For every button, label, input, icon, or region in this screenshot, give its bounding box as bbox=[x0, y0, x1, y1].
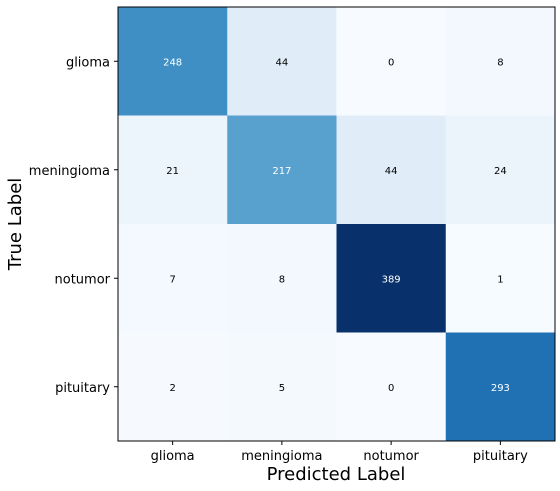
cell-value-label: 293 bbox=[491, 383, 510, 394]
heatmap-cell bbox=[336, 224, 447, 333]
y-tick-label: glioma bbox=[66, 55, 110, 70]
cell-value-label: 8 bbox=[497, 57, 503, 68]
cell-value-label: 44 bbox=[385, 166, 398, 177]
cell-value-label: 0 bbox=[388, 57, 394, 68]
y-axis-title: True Label bbox=[5, 178, 26, 272]
heatmap-cell bbox=[118, 115, 228, 225]
cell-value-label: 8 bbox=[279, 274, 285, 285]
cell-value-label: 44 bbox=[276, 57, 289, 68]
heatmap-cells: 248 44 0 8 21 217 44 24 7 8 389 1 2 5 0 293 bbox=[118, 7, 556, 442]
y-tick-label: pituitary bbox=[55, 381, 110, 396]
cell-value-label: 0 bbox=[388, 383, 394, 394]
heatmap-cell bbox=[227, 224, 337, 333]
x-tick-label: glioma bbox=[151, 449, 195, 464]
heatmap-cell bbox=[445, 224, 556, 333]
cell-value-label: 7 bbox=[169, 274, 175, 285]
cell-value-label: 389 bbox=[382, 274, 401, 285]
heatmap-cell bbox=[336, 115, 447, 225]
heatmap-cell bbox=[445, 115, 556, 225]
cell-value-label: 21 bbox=[166, 166, 179, 177]
heatmap-cell bbox=[227, 7, 337, 116]
x-axis-ticks: glioma meningioma notumor pituitary bbox=[151, 441, 528, 464]
heatmap-cell bbox=[118, 224, 228, 333]
heatmap-cell bbox=[118, 7, 228, 116]
x-axis-title: Predicted Label bbox=[267, 464, 406, 485]
x-tick-label: pituitary bbox=[473, 449, 528, 464]
cell-value-label: 1 bbox=[497, 274, 503, 285]
x-tick-label: meningioma bbox=[241, 449, 322, 464]
y-tick-label: meningioma bbox=[29, 164, 110, 179]
cell-value-label: 248 bbox=[163, 57, 182, 68]
cell-value-label: 24 bbox=[494, 166, 507, 177]
x-tick-label: notumor bbox=[363, 449, 419, 464]
heatmap-cell bbox=[336, 332, 447, 442]
cell-value-label: 5 bbox=[279, 383, 285, 394]
heatmap-cell bbox=[118, 332, 228, 442]
heatmap-cell bbox=[227, 115, 337, 225]
y-axis-ticks: glioma meningioma notumor pituitary bbox=[29, 55, 118, 396]
cell-value-label: 2 bbox=[169, 383, 175, 394]
heatmap-cell bbox=[227, 332, 337, 442]
heatmap-cell bbox=[445, 332, 556, 442]
y-tick-label: notumor bbox=[55, 272, 111, 287]
plot-frame bbox=[117, 6, 556, 442]
heatmap-cell bbox=[445, 7, 556, 116]
cell-value-label: 217 bbox=[272, 166, 291, 177]
heatmap-cell bbox=[336, 7, 447, 116]
